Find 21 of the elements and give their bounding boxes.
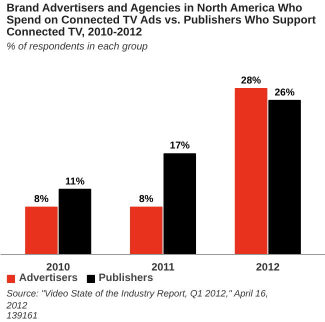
chart-subtitle: % of respondents in each group <box>6 42 148 52</box>
x-tick-label: 2010 <box>46 262 70 274</box>
x-tick-label: 2011 <box>151 262 175 274</box>
data-label: 17% <box>170 140 190 152</box>
bar <box>268 100 301 255</box>
data-label: 8% <box>34 194 49 206</box>
bar <box>164 153 196 255</box>
data-label: 11% <box>65 176 85 188</box>
legend-label: Advertisers <box>19 272 78 284</box>
source-note: Source: "Video State of the Industry Report, Q1 2012," April 16, 2012 <box>6 288 268 310</box>
text: 139161 <box>6 310 38 320</box>
x-tick-label: 2012 <box>256 262 280 274</box>
chart-title: Brand Advertisers and Agencies in North America Who Spend on Connected TV Ads vs. Publishers Who Support Connected TV, 2010-2012 <box>6 2 316 38</box>
legend-label: Publishers <box>98 272 154 284</box>
bar <box>58 188 92 255</box>
bar <box>25 206 58 255</box>
data-label: 26% <box>274 87 295 98</box>
data-label: 28% <box>241 76 262 86</box>
bar <box>130 206 162 255</box>
data-label: 8% <box>139 194 154 206</box>
bar <box>234 88 268 255</box>
